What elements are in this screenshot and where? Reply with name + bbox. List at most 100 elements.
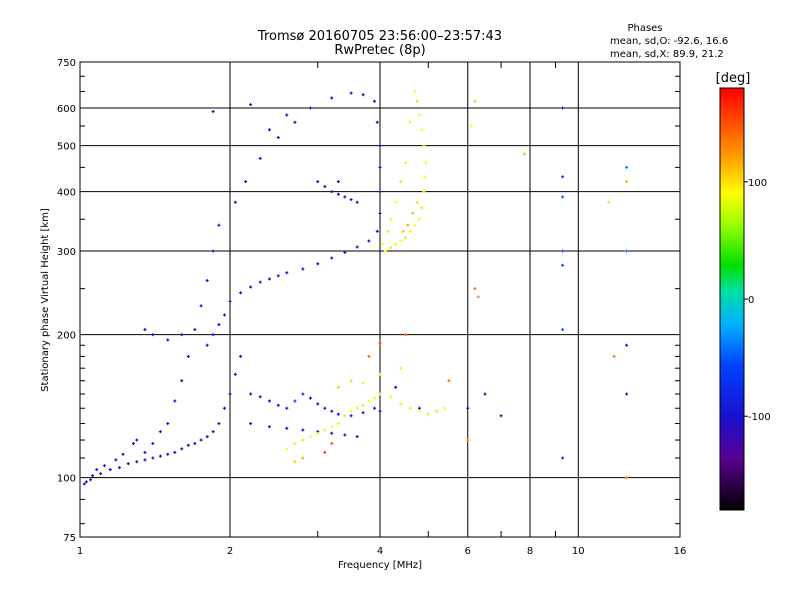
- data-point: [375, 229, 379, 233]
- y-tick-label: 500: [57, 142, 76, 153]
- data-point: [625, 165, 629, 169]
- data-point: [373, 406, 377, 410]
- data-point: [258, 395, 262, 399]
- data-point: [499, 414, 503, 418]
- data-point: [293, 120, 297, 124]
- data-point: [244, 180, 248, 184]
- data-point: [417, 113, 421, 117]
- data-point: [435, 409, 439, 413]
- data-point: [180, 447, 184, 451]
- data-point: [276, 136, 280, 140]
- data-point: [126, 462, 130, 466]
- data-point: [293, 442, 297, 446]
- data-point: [308, 435, 312, 439]
- data-point: [355, 435, 359, 439]
- data-point: [91, 474, 95, 478]
- data-point: [401, 229, 405, 233]
- x-tick-label: 8: [527, 546, 533, 557]
- data-point: [285, 271, 289, 275]
- data-point: [103, 464, 107, 468]
- y-tick-label: 100: [57, 474, 76, 485]
- data-point: [316, 180, 320, 184]
- data-point: [82, 482, 86, 486]
- data-point: [625, 249, 629, 253]
- data-point: [276, 274, 280, 278]
- data-point: [301, 456, 305, 460]
- chart-title: Tromsø 20160705 23:56:00–23:57:43: [257, 29, 502, 44]
- data-point: [228, 299, 232, 303]
- data-point: [239, 354, 243, 358]
- data-point: [267, 425, 271, 429]
- data-point: [323, 428, 327, 432]
- colorbar-label: [deg]: [716, 71, 751, 86]
- data-point: [349, 198, 353, 202]
- y-tick-label: 75: [63, 533, 76, 544]
- data-point: [135, 438, 139, 442]
- data-point: [89, 478, 93, 482]
- data-point: [373, 99, 377, 103]
- data-point: [415, 99, 419, 103]
- data-point: [561, 175, 565, 179]
- data-point: [186, 443, 190, 447]
- data-point: [330, 409, 334, 413]
- data-point: [378, 341, 382, 345]
- data-point: [417, 217, 421, 221]
- data-point: [367, 399, 371, 403]
- data-point: [323, 450, 327, 454]
- x-tick-label: 16: [674, 546, 687, 557]
- data-point: [343, 250, 347, 254]
- colorbar-tick-label: 100: [748, 178, 767, 189]
- data-point: [561, 456, 565, 460]
- data-point: [413, 223, 417, 227]
- data-point: [386, 229, 390, 233]
- data-point: [367, 354, 371, 358]
- y-tick-label: 200: [57, 331, 76, 342]
- data-point: [316, 262, 320, 266]
- data-point: [607, 200, 611, 204]
- data-point: [143, 450, 147, 454]
- data-point: [383, 249, 387, 253]
- x-axis-label: Frequency [MHz]: [338, 560, 422, 571]
- phase-stats-o: mean, sd,O: -92.6, 16.6: [610, 36, 728, 47]
- data-point: [258, 280, 262, 284]
- data-point: [217, 323, 221, 327]
- data-point: [378, 190, 382, 194]
- data-point: [211, 333, 215, 337]
- data-point: [417, 406, 421, 410]
- data-point: [394, 200, 398, 204]
- data-point: [108, 468, 112, 472]
- data-point: [469, 124, 473, 128]
- data-point: [561, 263, 565, 267]
- y-axis-label: Stationary phase Virtual Height [km]: [40, 208, 51, 392]
- data-point: [330, 190, 334, 194]
- colorbar: [719, 87, 745, 511]
- data-point: [249, 285, 253, 289]
- data-point: [330, 442, 334, 446]
- data-point: [233, 372, 237, 376]
- data-point: [349, 379, 353, 383]
- data-point: [343, 414, 347, 418]
- data-point: [399, 239, 403, 243]
- data-point: [561, 106, 565, 110]
- data-point: [394, 385, 398, 389]
- data-point: [476, 295, 480, 299]
- data-point: [330, 431, 334, 435]
- colorbar-tick-label: 0: [748, 295, 754, 306]
- data-point: [285, 113, 289, 117]
- chart-subtitle: RwPretec (8p): [334, 43, 425, 58]
- data-point: [426, 412, 430, 416]
- data-point: [394, 242, 398, 246]
- data-point: [625, 180, 629, 184]
- data-point: [378, 409, 382, 413]
- data-point: [193, 328, 197, 332]
- x-tick-label: 2: [227, 546, 233, 557]
- data-point: [349, 409, 353, 413]
- colorbar-tick-label: -100: [748, 412, 771, 423]
- data-point: [625, 476, 629, 480]
- data-point: [403, 236, 407, 240]
- data-point: [355, 406, 359, 410]
- data-point: [173, 399, 177, 403]
- data-point: [249, 392, 253, 396]
- data-point: [143, 328, 147, 332]
